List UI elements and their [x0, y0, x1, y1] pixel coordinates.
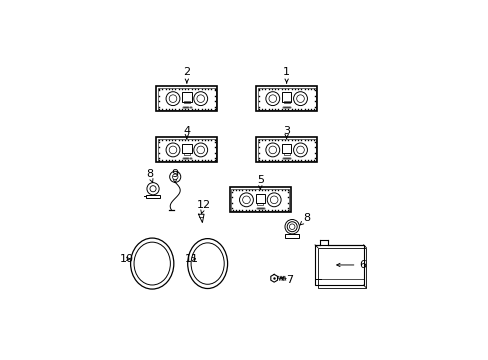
Text: 12: 12: [197, 199, 211, 213]
Bar: [282, 144, 291, 153]
Bar: [158, 139, 216, 161]
Bar: [317, 248, 366, 288]
Bar: [285, 234, 299, 238]
Bar: [283, 153, 289, 155]
Bar: [182, 93, 191, 102]
Text: 11: 11: [184, 254, 198, 264]
Bar: [183, 102, 189, 103]
Text: 3: 3: [283, 126, 289, 138]
Bar: [314, 245, 363, 285]
Text: 8: 8: [145, 169, 153, 183]
Bar: [257, 87, 315, 110]
Text: 7: 7: [280, 275, 292, 285]
Bar: [256, 86, 317, 111]
Bar: [182, 144, 191, 153]
Bar: [231, 189, 289, 211]
Bar: [229, 187, 290, 212]
Text: 9: 9: [171, 169, 178, 183]
Bar: [156, 138, 217, 162]
Bar: [283, 102, 289, 103]
Bar: [146, 195, 160, 198]
Bar: [257, 139, 315, 161]
Bar: [256, 138, 317, 162]
Text: 6: 6: [336, 260, 366, 270]
Text: 8: 8: [300, 213, 310, 225]
Bar: [156, 86, 217, 111]
Text: 5: 5: [256, 175, 263, 189]
Bar: [158, 87, 216, 110]
Text: 4: 4: [183, 126, 190, 138]
Bar: [257, 203, 263, 204]
Text: 2: 2: [183, 67, 190, 83]
Bar: [255, 194, 264, 203]
Text: 10: 10: [120, 254, 133, 264]
Text: 1: 1: [283, 67, 289, 83]
Bar: [282, 93, 291, 102]
Bar: [183, 153, 189, 155]
